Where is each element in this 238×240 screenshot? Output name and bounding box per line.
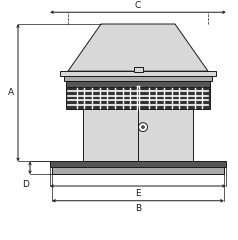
- Bar: [66, 87, 210, 109]
- Polygon shape: [68, 24, 208, 71]
- Bar: [66, 81, 210, 87]
- Text: C: C: [135, 1, 141, 10]
- Bar: [134, 67, 143, 72]
- Bar: [60, 71, 216, 76]
- Text: E: E: [135, 189, 141, 198]
- Bar: [52, 167, 224, 174]
- Text: B: B: [135, 204, 141, 213]
- Text: D: D: [23, 180, 30, 189]
- Bar: [83, 109, 193, 162]
- Bar: [64, 76, 212, 81]
- Text: A: A: [8, 88, 14, 97]
- Bar: [50, 162, 226, 167]
- Circle shape: [142, 126, 144, 129]
- Circle shape: [139, 123, 148, 132]
